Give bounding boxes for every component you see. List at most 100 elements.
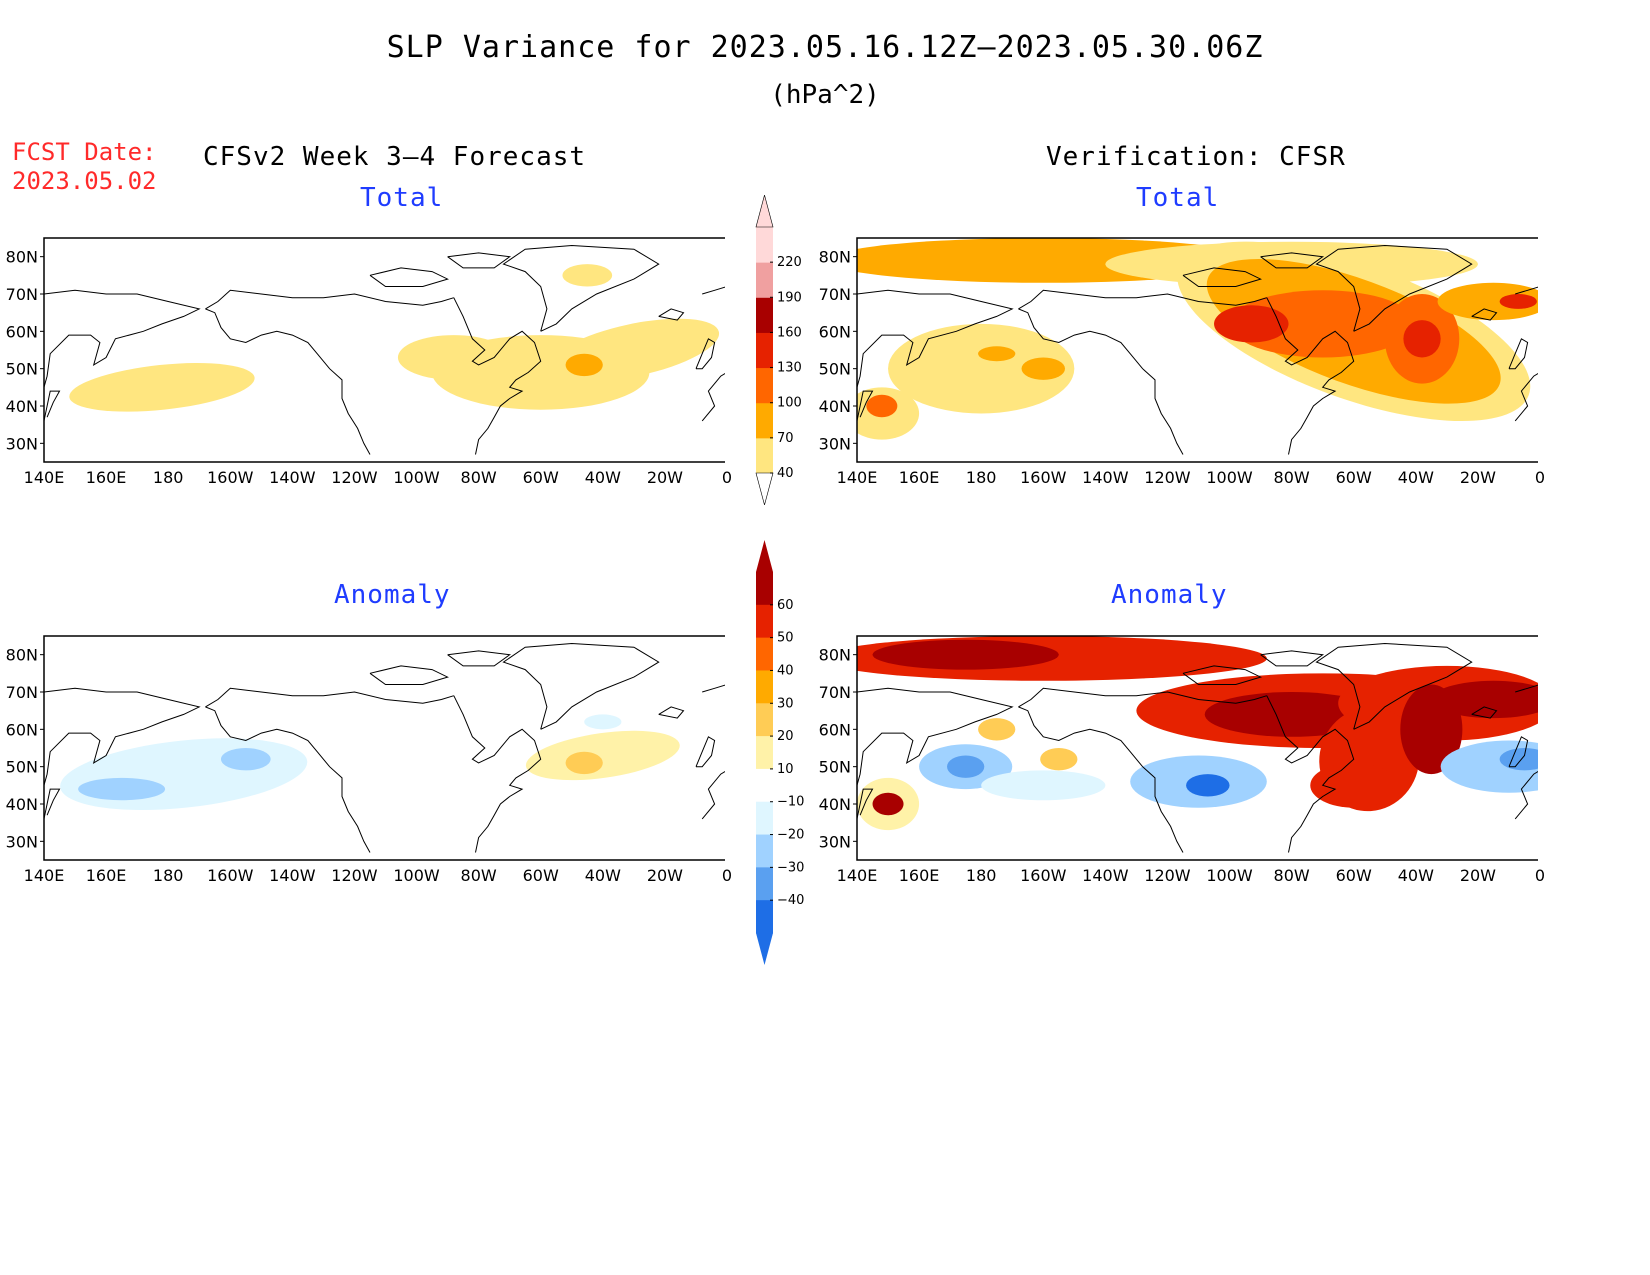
verification-column-title: Verification: CFSR bbox=[1046, 142, 1346, 172]
coastline bbox=[1266, 695, 1355, 853]
lon-label: 160W bbox=[207, 468, 254, 487]
contour-shade bbox=[1214, 305, 1289, 343]
colorbar-label: 160 bbox=[777, 325, 802, 340]
contour-shade bbox=[872, 792, 904, 816]
colorbar-swatch bbox=[756, 437, 773, 474]
map-frame bbox=[43, 237, 725, 463]
total-colorbar: 40 70 100 130 160 190 220 bbox=[755, 195, 802, 505]
lat-label: 70N bbox=[6, 683, 38, 702]
coastline bbox=[44, 788, 61, 820]
lon-label: 140E bbox=[836, 468, 878, 487]
contour-shade bbox=[565, 751, 603, 775]
lon-label: 160W bbox=[207, 866, 254, 885]
lon-label: 140W bbox=[1082, 468, 1129, 487]
coastline bbox=[1315, 642, 1473, 730]
coastline bbox=[453, 297, 542, 455]
colorbar-swatch bbox=[756, 867, 773, 901]
contour-shade bbox=[1499, 294, 1537, 309]
colorbar-label: 20 bbox=[777, 729, 794, 744]
verification-anomaly-map: 80N 70N 60N 50N 40N 30N 140E 160E 180 160W 140W 120… bbox=[813, 635, 1545, 885]
colorbar-swatch bbox=[756, 332, 773, 369]
colorbar-arrow-bottom bbox=[755, 472, 774, 505]
colorbar-label: 40 bbox=[777, 663, 794, 678]
colorbar-label: −10 bbox=[777, 795, 804, 810]
lon-label: 120W bbox=[1144, 468, 1191, 487]
lat-label: 30N bbox=[819, 832, 851, 851]
coastline bbox=[1471, 308, 1498, 321]
lon-label: 180 bbox=[152, 468, 184, 487]
lon-label: 100W bbox=[1206, 468, 1253, 487]
lon-label: 160E bbox=[85, 866, 127, 885]
fcst-date: FCST Date: 2023.05.02 bbox=[12, 138, 157, 196]
coastline bbox=[447, 252, 512, 269]
lon-label: 40W bbox=[584, 866, 621, 885]
forecast-anomaly-title: Anomaly bbox=[334, 580, 451, 610]
lat-label: 40N bbox=[819, 397, 851, 416]
lon-label: 140E bbox=[836, 866, 878, 885]
contour-shade bbox=[888, 323, 1075, 414]
colorbar-label: −40 bbox=[777, 893, 804, 908]
colorbar-swatch bbox=[756, 227, 773, 263]
colorbar-label: 40 bbox=[777, 466, 794, 481]
coastline bbox=[205, 289, 454, 310]
lon-label: 0 bbox=[1534, 866, 1546, 885]
lon-label: 140W bbox=[1082, 866, 1129, 885]
contour-shade bbox=[947, 755, 985, 778]
lon-label: 100W bbox=[393, 468, 440, 487]
coastline bbox=[1018, 289, 1267, 310]
lon-label: 80W bbox=[460, 866, 497, 885]
lon-label: 140W bbox=[269, 468, 316, 487]
contour-shade bbox=[1437, 282, 1538, 321]
colorbar-swatch bbox=[756, 703, 773, 737]
lon-label: 80W bbox=[460, 468, 497, 487]
lon-label: 60W bbox=[1335, 866, 1372, 885]
coastline bbox=[1182, 665, 1262, 685]
lon-label: 0 bbox=[721, 468, 733, 487]
contour-shade bbox=[978, 718, 1016, 741]
colorbar-label: 30 bbox=[777, 696, 794, 711]
colorbar-label: 100 bbox=[777, 396, 802, 411]
lon-label: 160W bbox=[1020, 468, 1067, 487]
lat-label: 50N bbox=[819, 758, 851, 777]
main-title: SLP Variance for 2023.05.16.12Z–2023.05.… bbox=[386, 30, 1264, 65]
colorbar-swatch bbox=[756, 768, 773, 803]
lon-label: 160E bbox=[85, 468, 127, 487]
lon-label: 80W bbox=[1273, 468, 1310, 487]
contour-shade bbox=[562, 264, 613, 287]
lat-label: 80N bbox=[6, 248, 38, 267]
contour-shade bbox=[584, 714, 622, 730]
lat-label: 70N bbox=[819, 683, 851, 702]
lat-label: 80N bbox=[819, 646, 851, 665]
contour-shade bbox=[1499, 748, 1538, 771]
coastline bbox=[1515, 286, 1538, 295]
colorbar-swatch bbox=[756, 367, 773, 404]
lat-label: 50N bbox=[6, 758, 38, 777]
colorbar-swatch bbox=[756, 604, 773, 639]
contour-shade bbox=[1403, 320, 1441, 358]
units-subtitle: (hPa^2) bbox=[770, 80, 880, 110]
coastline bbox=[857, 788, 874, 820]
lat-label: 60N bbox=[819, 720, 851, 739]
colorbar-label: 130 bbox=[777, 361, 802, 376]
coastline bbox=[447, 650, 512, 667]
colorbar-swatch bbox=[756, 572, 773, 606]
lat-label: 50N bbox=[819, 360, 851, 379]
coastline bbox=[502, 642, 660, 730]
contour-shade bbox=[1310, 762, 1398, 808]
contour-shade bbox=[978, 346, 1016, 362]
colorbar-swatch bbox=[756, 900, 773, 934]
colorbar-swatch bbox=[756, 402, 773, 439]
lon-label: 60W bbox=[1335, 468, 1372, 487]
fcst-date-value: 2023.05.02 bbox=[12, 167, 157, 195]
coastline bbox=[1266, 297, 1355, 455]
colorbar-arrow-bottom bbox=[756, 933, 773, 965]
colorbar-swatch bbox=[756, 801, 773, 836]
coastline bbox=[1260, 252, 1325, 269]
anomaly-colorbar: 60 50 40 30 20 10 −10 −20 −30 −40 bbox=[756, 540, 804, 965]
contour-shade bbox=[69, 363, 255, 412]
coastline bbox=[205, 687, 454, 708]
coastline bbox=[1018, 308, 1184, 455]
colorbar-arrow-top bbox=[755, 195, 774, 228]
coastline bbox=[857, 687, 1014, 786]
map-field bbox=[44, 244, 725, 455]
